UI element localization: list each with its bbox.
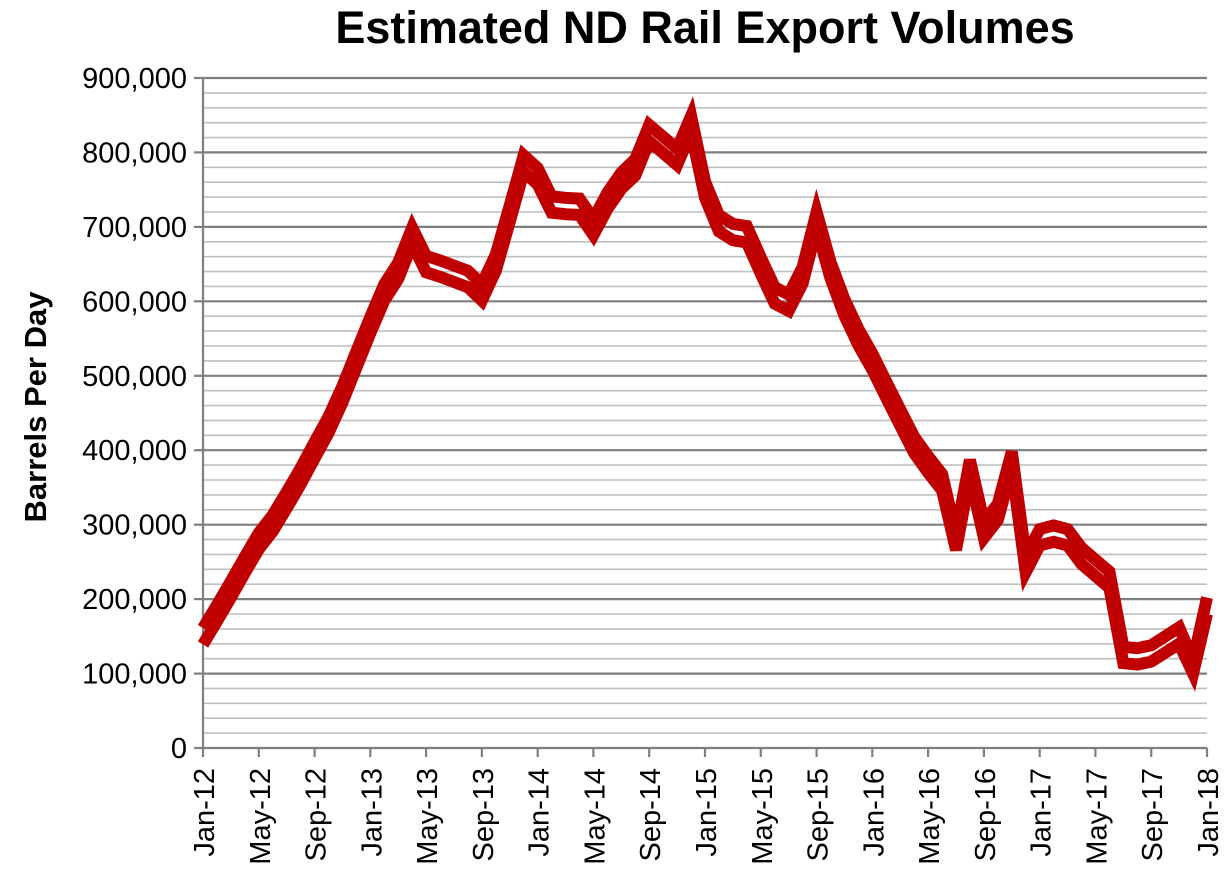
x-tick-label: May-13 <box>412 768 444 865</box>
x-tick-label: Jan-15 <box>691 768 723 857</box>
y-tick-label: 500,000 <box>82 361 187 393</box>
y-tick-label: 200,000 <box>82 584 187 616</box>
chart-title: Estimated ND Rail Export Volumes <box>335 2 1075 53</box>
x-tick-label: May-14 <box>579 768 611 865</box>
x-tick-label: Sep-14 <box>635 768 667 862</box>
x-tick-label: Jan-13 <box>356 768 388 857</box>
x-tick-label: Sep-13 <box>468 768 500 862</box>
x-tick-label: Jan-14 <box>524 768 556 857</box>
x-tick-label: Jan-16 <box>858 768 890 857</box>
x-tick-label: Jan-12 <box>189 768 221 857</box>
y-tick-label: 600,000 <box>82 286 187 318</box>
x-tick-label: Sep-12 <box>301 768 333 862</box>
y-tick-label: 0 <box>171 733 187 765</box>
y-tick-labels: 900,000 800,000 700,000 600,000 500,000 400,0… <box>82 63 187 765</box>
x-tick-label: Sep-16 <box>970 768 1002 862</box>
x-tick-label: Jan-18 <box>1193 768 1225 857</box>
x-tick-label: Jan-17 <box>1026 768 1058 857</box>
y-tick-label: 400,000 <box>82 435 187 467</box>
x-tick-label: May-12 <box>245 768 277 865</box>
x-tick-label: May-16 <box>914 768 946 865</box>
y-axis-title: Barrels Per Day <box>18 291 53 523</box>
x-tick-labels: Jan-12 May-12 Sep-12 Jan-13 May-13 Sep-13 Jan-… <box>189 768 1225 865</box>
x-tick-label: May-15 <box>747 768 779 865</box>
x-tick-label: May-17 <box>1081 768 1113 865</box>
x-tick-label: Sep-15 <box>803 768 835 862</box>
y-tick-label: 800,000 <box>82 137 187 169</box>
y-tick-label: 700,000 <box>82 212 187 244</box>
series-low-line <box>197 112 1213 692</box>
y-tick-label: 100,000 <box>82 659 187 691</box>
x-tick-label: Sep-17 <box>1137 768 1169 862</box>
data-series <box>197 96 1213 692</box>
y-tick-label: 300,000 <box>82 510 187 542</box>
y-tick-label: 900,000 <box>82 63 187 95</box>
